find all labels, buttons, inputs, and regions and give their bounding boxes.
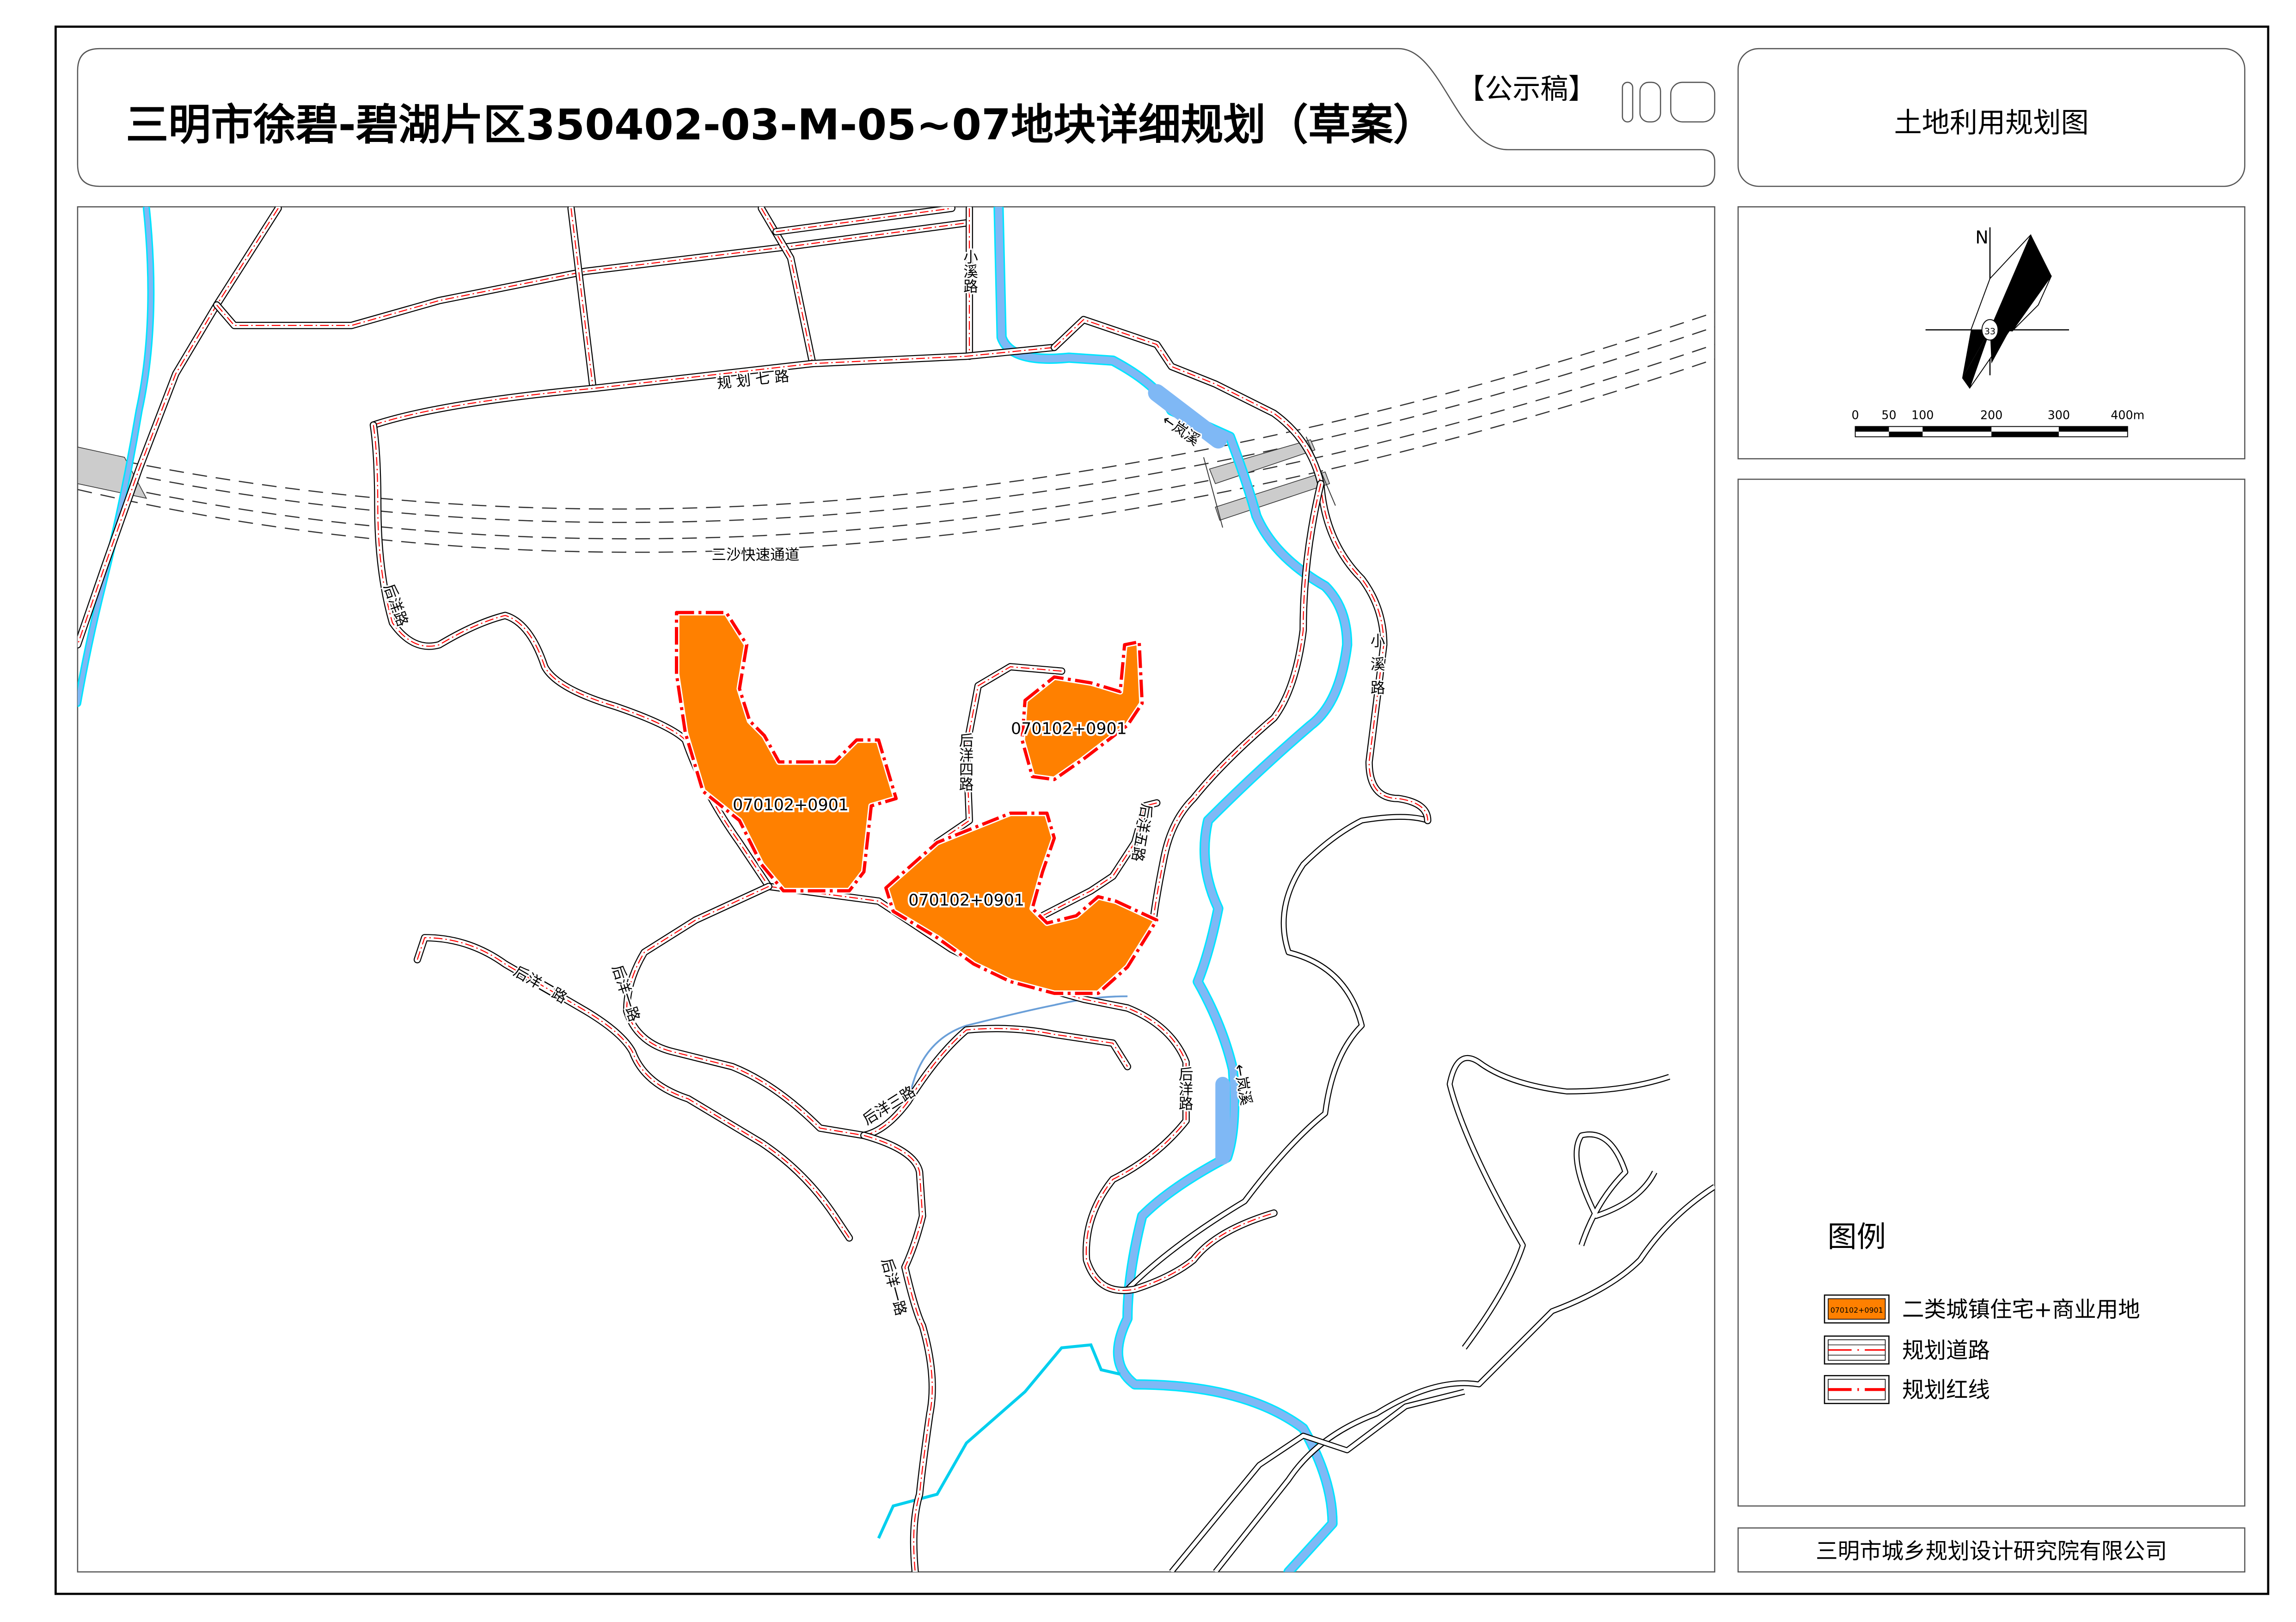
road-top-vertical-1 — [567, 207, 597, 393]
legend-title: 图例 — [1827, 1219, 1886, 1253]
road-houyang-wu — [1039, 799, 1161, 920]
company-name: 三明市城乡规划设计研究院有限公司 — [1816, 1539, 2167, 1564]
road-houyang-yi-bottom — [860, 1131, 936, 1572]
svg-text:规划红线: 规划红线 — [1902, 1378, 1990, 1403]
company-box — [1737, 1527, 2246, 1573]
outer-frame — [54, 25, 2270, 1595]
parcel-3: 070102+0901 — [883, 810, 1160, 996]
north-arrow-icon — [1925, 227, 2069, 389]
planned-roads — [77, 207, 1432, 1572]
parcel-2: 070102+0901 — [1009, 639, 1145, 783]
compass-box — [1737, 206, 2246, 460]
map-canvas: 070102+0901 070102+0901 070102+0901 规 划 … — [77, 207, 1715, 1572]
road-houyang-er — [413, 934, 853, 1242]
road-east-loop — [1050, 316, 1432, 824]
river-lanxi — [993, 207, 1353, 1572]
svg-text:规划道路: 规划道路 — [1902, 1338, 1990, 1364]
legend-item-planned-road: 规划道路 — [1824, 1335, 1990, 1365]
road-east-down — [1150, 480, 1325, 920]
road-top-vertical-2 — [758, 207, 817, 368]
road-label-houyang-wu: 后洋五路 — [1128, 802, 1155, 863]
public-notice-stamp: 【公示稿】 — [1457, 73, 1596, 105]
svg-text:二类城镇住宅+商业用地: 二类城镇住宅+商业用地 — [1902, 1297, 2140, 1322]
road-top-horizontal — [213, 219, 970, 329]
compass-center-label: 33 — [1984, 326, 1996, 337]
parcel-code: 070102+0901 — [733, 796, 849, 814]
svg-text:100: 100 — [1911, 408, 1934, 422]
road-label-xiaoxi-top: 小溪路 — [961, 249, 978, 293]
road-houyang-san — [860, 1025, 1132, 1139]
svg-text:070102+0901: 070102+0901 — [1831, 1306, 1883, 1315]
scale-bar: 0 50 100 200 300 400m — [1851, 408, 2144, 437]
drawing-name-box — [1737, 48, 2246, 187]
road-top-north — [772, 207, 955, 236]
road-houyang-si — [933, 663, 1065, 847]
parcel-1: 070102+0901 — [673, 609, 899, 894]
drawing-name: 土地利用规划图 — [1894, 107, 2089, 139]
sansha-expressway — [77, 312, 1715, 553]
road-label-houyang-er: 后洋二路 — [511, 963, 570, 1007]
north-label: N — [1975, 227, 1988, 248]
parcel-code: 070102+0901 — [1011, 720, 1127, 738]
svg-text:300: 300 — [2048, 408, 2070, 422]
road-label-houyang-si: 后洋四路 — [957, 733, 974, 792]
road-houyang-yi-mid — [623, 883, 868, 1139]
existing-roads — [1125, 814, 1715, 1572]
svg-text:50: 50 — [1881, 408, 1896, 422]
road-label-xiaoxi-right: 小溪路 — [1368, 633, 1385, 703]
legend-item-red-line: 规划红线 — [1824, 1375, 1990, 1404]
title-box — [77, 48, 1715, 187]
legend-box — [1737, 479, 2246, 1507]
svg-text:200: 200 — [1980, 408, 2002, 422]
road-label-sansha: 三沙快速通道 — [712, 547, 800, 564]
river-west — [77, 207, 155, 707]
road-west-diagonal — [77, 207, 282, 649]
legend-item-residential-commercial: 070102+0901 二类城镇住宅+商业用地 — [1824, 1294, 2140, 1324]
svg-text:400m: 400m — [2111, 408, 2144, 422]
svg-text:0: 0 — [1851, 408, 1859, 422]
map-frame — [77, 206, 1715, 1573]
plan-title: 三明市徐碧-碧湖片区350402-03-M-05~07地块详细规划（草案） — [126, 100, 1435, 150]
road-guihua-qi — [369, 344, 1058, 429]
sheet-marker-icon — [1622, 81, 1715, 123]
road-label-houyang-right: 后洋路 — [1176, 1067, 1193, 1111]
parcel-code: 070102+0901 — [908, 891, 1024, 909]
